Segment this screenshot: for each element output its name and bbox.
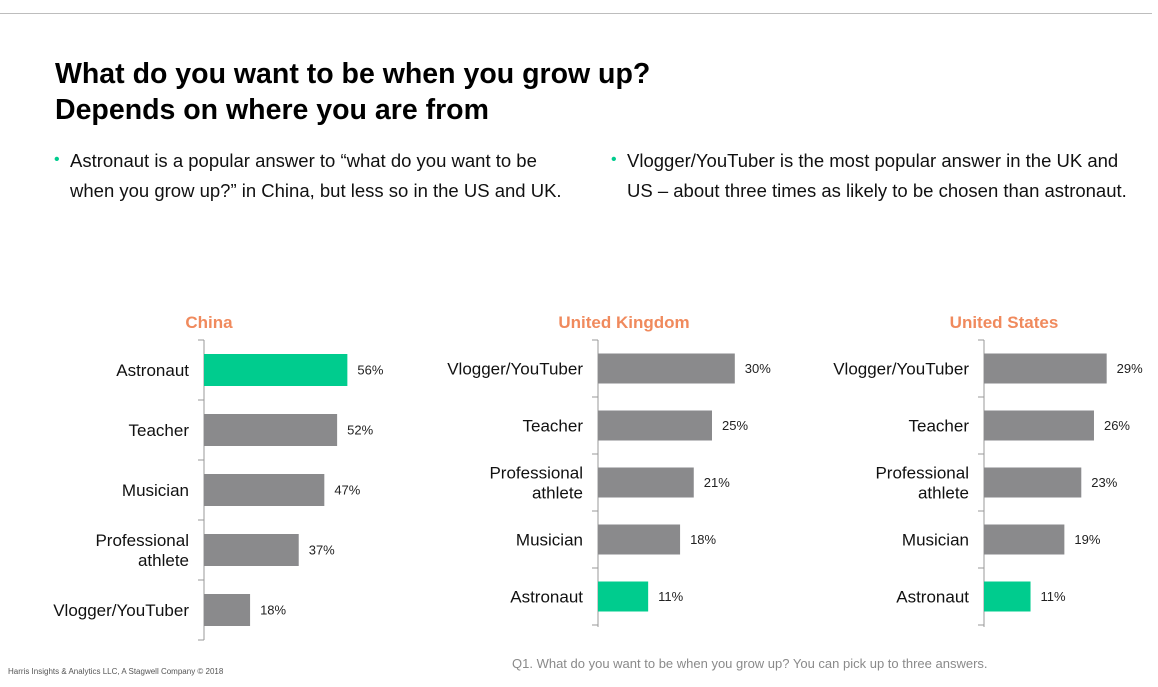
united-kingdom-bar-astronaut: [598, 581, 649, 612]
category-label-line: athlete: [918, 484, 969, 503]
united-kingdom-value-label: 30%: [745, 361, 771, 376]
united-states-value-label: 11%: [1041, 589, 1066, 604]
united-states-bar-vlogger-youtuber: [984, 353, 1107, 384]
china-bar-musician: [204, 474, 325, 506]
united-states-bar-teacher: [984, 410, 1094, 441]
united-states-category-label: Professional athlete: [875, 464, 969, 503]
china-bar-professional-athlete: [204, 534, 299, 566]
united-kingdom-category-label: Teacher: [523, 417, 584, 436]
united-states-value-label: 29%: [1117, 361, 1143, 376]
china-value-label: 56%: [357, 363, 383, 378]
united-states-value-label: 26%: [1104, 418, 1130, 433]
china-bar-astronaut: [204, 354, 348, 386]
united-kingdom-chart-title: United Kingdom: [558, 313, 689, 332]
question-footnote: Q1. What do you want to be when you grow…: [512, 656, 988, 671]
united-states-bar-musician: [984, 524, 1065, 555]
united-kingdom-category-label: Astronaut: [510, 588, 583, 607]
bullet-text: Vlogger/YouTuber is the most popular ans…: [627, 150, 1127, 201]
china-category-label: Professional athlete: [95, 531, 189, 570]
bullet-dot: •: [611, 151, 617, 168]
china-value-label: 47%: [334, 483, 360, 498]
united-kingdom-bar-professional-athlete: [598, 467, 694, 498]
china-bar-vlogger-youtuber: [204, 594, 251, 626]
united-kingdom-category-label: Musician: [516, 531, 583, 550]
bullet-dot: •: [54, 151, 60, 168]
category-label-line: athlete: [138, 551, 189, 570]
united-kingdom-bar-musician: [598, 524, 681, 555]
united-states-value-label: 23%: [1091, 475, 1117, 490]
united-states-category-label: Astronaut: [896, 588, 969, 607]
copyright-note: Harris Insights & Analytics LLC, A Stagw…: [8, 667, 224, 676]
united-states-category-label: Vlogger/YouTuber: [833, 360, 969, 379]
united-states-category-label: Musician: [902, 531, 969, 550]
united-states-bar-professional-athlete: [984, 467, 1082, 498]
bullet-china: • Astronaut is a popular answer to “what…: [54, 146, 570, 205]
united-states-bar-astronaut: [984, 581, 1031, 612]
category-label-line: Professional: [95, 531, 189, 550]
united-kingdom-value-label: 18%: [690, 532, 716, 547]
top-rule: [0, 13, 1152, 14]
united-kingdom-value-label: 25%: [722, 418, 748, 433]
united-kingdom-category-label: Vlogger/YouTuber: [447, 360, 583, 379]
category-label-line: Professional: [489, 464, 583, 483]
united-states-chart-title: United States: [950, 313, 1059, 332]
china-bar-teacher: [204, 414, 338, 446]
united-kingdom-value-label: 21%: [704, 475, 730, 490]
united-kingdom-bar-vlogger-youtuber: [598, 353, 735, 384]
china-value-label: 37%: [309, 543, 335, 558]
bullet-uk-us: • Vlogger/YouTuber is the most popular a…: [611, 146, 1127, 205]
china-category-label: Astronaut: [116, 361, 189, 380]
category-label-line: athlete: [532, 484, 583, 503]
united-kingdom-category-label: Professional athlete: [489, 464, 583, 503]
united-states-value-label: 19%: [1074, 532, 1100, 547]
china-category-label: Teacher: [129, 421, 190, 440]
china-value-label: 18%: [260, 603, 286, 618]
category-label-line: Professional: [875, 464, 969, 483]
page-title: What do you want to be when you grow up?…: [55, 58, 651, 126]
china-category-label: Musician: [122, 481, 189, 500]
bullet-text: Astronaut is a popular answer to “what d…: [70, 150, 562, 201]
united-states-category-label: Teacher: [909, 417, 970, 436]
united-kingdom-value-label: 11%: [658, 589, 683, 604]
china-category-label: Vlogger/YouTuber: [53, 601, 189, 620]
china-value-label: 52%: [347, 423, 373, 438]
united-kingdom-bar-teacher: [598, 410, 712, 441]
china-chart-title: China: [185, 313, 233, 332]
